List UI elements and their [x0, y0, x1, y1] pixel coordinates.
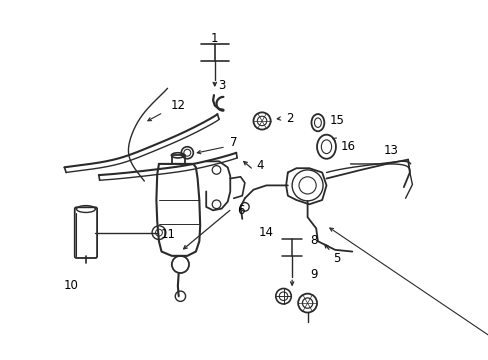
- Text: 6: 6: [236, 204, 244, 217]
- Text: 16: 16: [340, 140, 355, 153]
- Text: 13: 13: [383, 144, 398, 157]
- Text: 3: 3: [218, 79, 225, 92]
- Text: 9: 9: [309, 268, 317, 281]
- Text: 11: 11: [161, 228, 176, 241]
- Text: 4: 4: [256, 159, 264, 172]
- Text: 10: 10: [64, 279, 79, 292]
- Text: 14: 14: [258, 226, 273, 239]
- Text: 8: 8: [309, 234, 317, 247]
- Text: 2: 2: [285, 112, 293, 125]
- Text: 15: 15: [329, 114, 344, 127]
- Text: 1: 1: [211, 32, 218, 45]
- Text: 7: 7: [229, 136, 237, 149]
- Text: 5: 5: [332, 252, 340, 265]
- Text: 12: 12: [170, 99, 185, 112]
